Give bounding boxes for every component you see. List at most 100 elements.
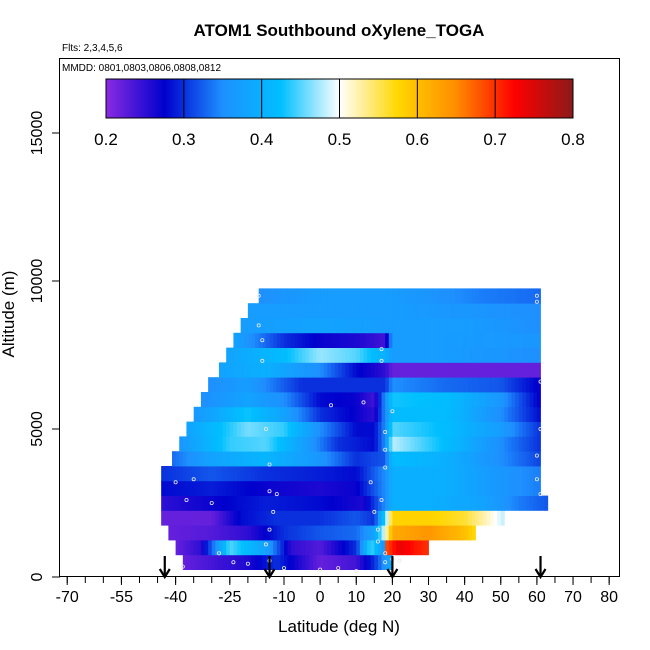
heatmap-cell	[414, 347, 419, 363]
heatmap-cell	[309, 495, 314, 511]
heatmap-cell	[175, 466, 180, 482]
heatmap-cell	[265, 480, 270, 496]
heatmap-cell	[388, 480, 393, 496]
heatmap-cell	[284, 510, 289, 526]
heatmap-cell	[367, 510, 372, 526]
heatmap-cell	[515, 495, 520, 511]
heatmap-cell	[388, 554, 393, 570]
heatmap-cell	[399, 392, 404, 408]
heatmap-cell	[497, 332, 502, 348]
heatmap-cell	[475, 466, 480, 482]
heatmap-cell	[218, 495, 223, 511]
x-tick-label: -10	[272, 589, 295, 606]
heatmap-cell	[457, 362, 462, 378]
heatmap-cell	[204, 540, 209, 556]
heatmap-cell	[179, 495, 184, 511]
heatmap-cell	[222, 554, 227, 570]
sample-point	[368, 480, 373, 485]
heatmap-cell	[244, 392, 249, 408]
heatmap-cell	[399, 540, 404, 556]
heatmap-cell	[276, 525, 281, 541]
heatmap-cell	[349, 362, 354, 378]
heatmap-cell	[244, 406, 249, 422]
heatmap-cell	[247, 495, 252, 511]
heatmap-cell	[457, 347, 462, 363]
heatmap-cell	[442, 480, 447, 496]
heatmap-cell	[406, 466, 411, 482]
heatmap-cell	[518, 392, 523, 408]
heatmap-cell	[265, 392, 270, 408]
heatmap-cell	[182, 525, 187, 541]
y-axis-title: Altitude (m)	[0, 271, 18, 358]
heatmap-cell	[374, 540, 379, 556]
heatmap-cell	[406, 332, 411, 348]
heatmap-cell	[486, 347, 491, 363]
heatmap-cell	[410, 303, 415, 319]
heatmap-cell	[414, 480, 419, 496]
heatmap-cell	[305, 347, 310, 363]
heatmap-cell	[356, 347, 361, 363]
heatmap-cell	[450, 332, 455, 348]
sample-point	[383, 551, 388, 556]
heatmap-cell	[255, 406, 260, 422]
heatmap-cell	[291, 377, 296, 393]
heatmap-cell	[287, 318, 292, 334]
heatmap-cell	[327, 554, 332, 570]
heatmap-cell	[352, 554, 357, 570]
heatmap-cell	[258, 451, 263, 467]
heatmap-cell	[247, 392, 252, 408]
heatmap-cell	[218, 480, 223, 496]
heatmap-cell	[500, 510, 505, 526]
heatmap-cell	[536, 406, 541, 422]
x-tick-label: -55	[110, 589, 133, 606]
heatmap-cell	[482, 510, 487, 526]
heatmap-cell	[269, 525, 274, 541]
heatmap-cell	[359, 392, 364, 408]
heatmap-cell	[255, 362, 260, 378]
heatmap-cell	[237, 406, 242, 422]
heatmap-cell	[500, 480, 505, 496]
heatmap-cell	[432, 510, 437, 526]
heatmap-cell	[345, 421, 350, 437]
heatmap-cell	[320, 421, 325, 437]
heatmap-cell	[529, 347, 534, 363]
heatmap-cell	[190, 554, 195, 570]
heatmap-cell	[208, 406, 213, 422]
heatmap-cell	[222, 495, 227, 511]
sample-point	[534, 477, 539, 482]
heatmap-cell	[522, 480, 527, 496]
heatmap-cell	[244, 495, 249, 511]
heatmap-cell	[385, 303, 390, 319]
heatmap-cell	[489, 377, 494, 393]
heatmap-cell	[414, 392, 419, 408]
heatmap-cell	[265, 466, 270, 482]
heatmap-cell	[341, 436, 346, 452]
heatmap-cell	[247, 303, 252, 319]
heatmap-cell	[298, 362, 303, 378]
heatmap-cell	[533, 421, 538, 437]
heatmap-cell	[233, 451, 238, 467]
heatmap-cell	[356, 332, 361, 348]
heatmap-cell	[381, 288, 386, 304]
heatmap-cell	[385, 510, 390, 526]
heatmap-cell	[439, 303, 444, 319]
heatmap-cell	[161, 480, 166, 496]
heatmap-cell	[515, 332, 520, 348]
heatmap-cell	[255, 303, 260, 319]
heatmap-cell	[341, 525, 346, 541]
heatmap-cell	[312, 288, 317, 304]
heatmap-cell	[323, 421, 328, 437]
heatmap-cell	[197, 451, 202, 467]
heatmap-cell	[396, 332, 401, 348]
heatmap-cell	[302, 495, 307, 511]
heatmap-cell	[522, 421, 527, 437]
heatmap-cell	[240, 554, 245, 570]
heatmap-cell	[377, 288, 382, 304]
heatmap-cell	[479, 436, 484, 452]
heatmap-cell	[262, 377, 267, 393]
heatmap-cell	[536, 318, 541, 334]
heatmap-cell	[276, 466, 281, 482]
heatmap-cell	[450, 480, 455, 496]
heatmap-cell	[500, 288, 505, 304]
heatmap-cell	[305, 303, 310, 319]
